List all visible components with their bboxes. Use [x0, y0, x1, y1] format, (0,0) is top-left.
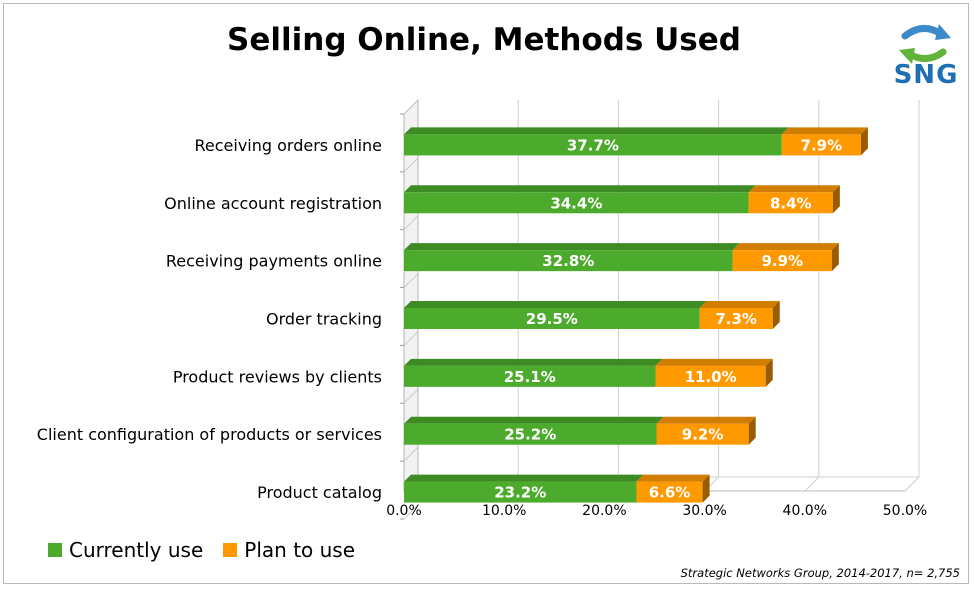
bar-segment	[404, 365, 656, 387]
wall-gridline	[403, 215, 419, 231]
bar-side-face	[765, 358, 773, 387]
legend-item-plan-to-use: Plan to use	[223, 538, 355, 562]
bar-side-face	[831, 243, 839, 272]
category-label: Client configuration of products or serv…	[37, 425, 382, 444]
bar-top-face	[656, 416, 756, 424]
bar-segment	[404, 308, 700, 329]
bar-segment	[404, 192, 749, 214]
bar-top-face	[404, 416, 664, 424]
bar-segment	[404, 481, 637, 503]
bar-side-face	[702, 474, 710, 503]
bar-segment	[636, 481, 703, 503]
bar-top-face	[732, 243, 839, 251]
bar-side-face	[860, 127, 868, 156]
category-label: Online account registration	[164, 194, 382, 213]
bar-top-face	[748, 185, 840, 193]
x-tick-label: 20.0%	[582, 503, 626, 519]
bar-value-label: 37.7%	[567, 136, 619, 154]
category-label: Receiving orders online	[194, 136, 382, 155]
wall-gridline	[403, 446, 419, 462]
legend-label-plan-to-use: Plan to use	[244, 538, 356, 562]
bar-value-label: 34.4%	[550, 194, 602, 212]
bar-top-face	[781, 127, 868, 135]
wall-gridline	[403, 99, 419, 115]
bar-side-face	[748, 416, 756, 445]
bar-value-label: 6.6%	[649, 484, 691, 502]
bar-value-label: 9.9%	[761, 252, 803, 270]
bar-side-face	[832, 185, 840, 214]
legend-swatch-plan-to-use	[223, 543, 238, 557]
category-label: Order tracking	[266, 310, 382, 329]
bar-top-face	[404, 301, 707, 308]
bar-value-label: 29.5%	[526, 310, 578, 328]
sng-logo-icon	[899, 24, 951, 64]
wall-gridline	[403, 157, 419, 173]
bar-segment	[655, 365, 766, 387]
bar-value-label: 11.0%	[685, 368, 737, 386]
sng-logo-text: SNG	[893, 60, 959, 90]
x-tick-label: 10.0%	[482, 503, 526, 519]
legend-item-currently-use: Currently use	[48, 538, 203, 562]
bar-segment	[699, 308, 773, 329]
bar-segment	[748, 192, 833, 214]
bar-top-face	[404, 243, 740, 251]
bar-segment	[404, 423, 657, 445]
wall-gridline	[403, 273, 419, 288]
bar-segment	[732, 250, 832, 272]
bar-top-face	[404, 358, 663, 366]
source-note: Strategic Networks Group, 2014-2017, n= …	[680, 566, 960, 580]
category-label: Product reviews by clients	[173, 367, 382, 386]
wall-gridline	[403, 388, 419, 404]
bar-value-label: 8.4%	[770, 194, 812, 212]
x-tick-label: 50.0%	[883, 503, 927, 519]
wall-gridline	[403, 331, 419, 346]
bar-segment	[781, 134, 861, 156]
bar-value-label: 9.2%	[682, 426, 724, 444]
chart-legend: Currently use Plan to use	[48, 538, 375, 562]
bar-segment	[404, 250, 733, 272]
bar-top-face	[636, 474, 710, 482]
bar-value-label: 23.2%	[494, 484, 546, 502]
bar-side-face	[772, 301, 780, 329]
legend-label-currently-use: Currently use	[69, 538, 204, 562]
bar-value-label: 32.8%	[542, 252, 594, 270]
bar-top-face	[699, 301, 780, 308]
bar-value-label: 7.9%	[801, 136, 843, 154]
bar-top-face	[404, 474, 644, 482]
bar-segment	[404, 134, 782, 156]
bar-value-label: 25.1%	[504, 368, 556, 386]
floor-gridline	[804, 476, 820, 492]
x-tick-label: 30.0%	[682, 503, 726, 519]
bar-segment	[656, 423, 749, 445]
category-label: Product catalog	[257, 483, 382, 502]
bar-top-face	[655, 358, 773, 366]
x-tick-label: 0.0%	[386, 503, 422, 519]
category-label: Receiving payments online	[166, 252, 382, 271]
x-tick-label: 40.0%	[783, 503, 827, 519]
wall-gridline	[403, 504, 419, 520]
legend-swatch-currently-use	[48, 543, 62, 557]
bar-top-face	[404, 185, 756, 193]
chart-title: Selling Online, Methods Used	[227, 22, 741, 58]
bar-top-face	[404, 127, 789, 135]
floor-gridline	[904, 476, 920, 492]
bar-value-label: 25.2%	[504, 426, 556, 444]
bar-value-label: 7.3%	[715, 310, 757, 328]
